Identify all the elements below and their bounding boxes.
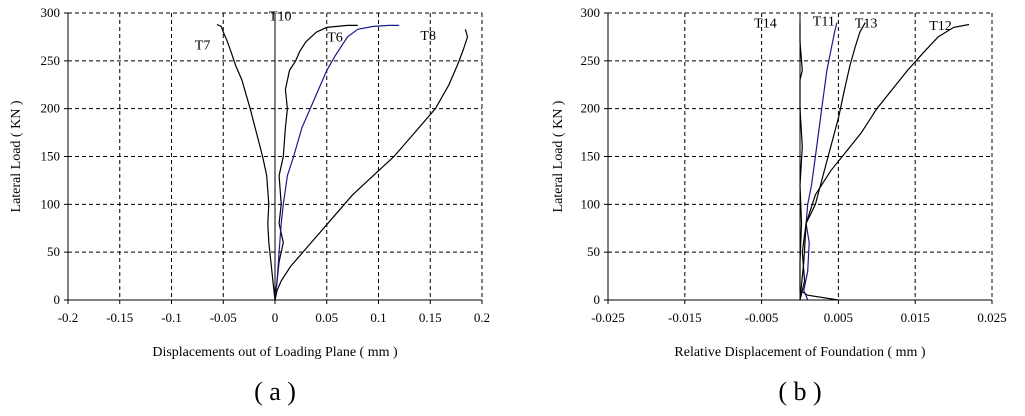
x-axis-label: Displacements out of Loading Plane ( mm … <box>152 345 398 360</box>
y-tick-label: 300 <box>41 5 61 20</box>
x-tick-label: 0.2 <box>474 310 490 325</box>
y-tick-label: 300 <box>581 5 601 20</box>
series-line-t6 <box>274 24 400 301</box>
y-tick-label: 150 <box>581 149 601 164</box>
y-tick-label: 0 <box>594 292 601 307</box>
series-line-t10 <box>274 24 358 301</box>
series-label-t13: T13 <box>855 16 878 31</box>
x-tick-label: -0.15 <box>106 310 133 325</box>
x-tick-label: 0.15 <box>419 310 442 325</box>
series-line-t11 <box>803 22 838 301</box>
x-tick-label: -0.025 <box>591 310 625 325</box>
x-tick-label: -0.015 <box>668 310 702 325</box>
series-label-t8: T8 <box>420 29 436 44</box>
x-tick-label: -0.2 <box>58 310 79 325</box>
series-label-t10: T10 <box>269 10 292 25</box>
x-tick-label: 0 <box>272 310 279 325</box>
y-axis-label: Lateral Load ( KN ) <box>551 100 566 212</box>
y-tick-label: 200 <box>41 101 61 116</box>
y-tick-label: 0 <box>54 292 61 307</box>
y-tick-label: 50 <box>587 244 600 259</box>
x-tick-label: 0.1 <box>370 310 386 325</box>
x-tick-label: 0.025 <box>977 310 1006 325</box>
y-tick-label: 150 <box>41 149 61 164</box>
y-tick-label: 100 <box>581 196 601 211</box>
series-line-t14 <box>799 22 839 301</box>
panel-caption: ( b ) <box>778 377 821 406</box>
series-label-t14: T14 <box>754 16 777 31</box>
x-tick-label: -0.1 <box>161 310 182 325</box>
series-label-t6: T6 <box>327 31 343 46</box>
series-label-t7: T7 <box>195 38 211 53</box>
y-tick-label: 200 <box>581 101 601 116</box>
series-line-t7 <box>216 23 276 301</box>
series-line-t13 <box>799 22 866 301</box>
x-axis-label: Relative Displacement of Foundation ( mm… <box>674 345 926 360</box>
x-tick-label: 0.015 <box>901 310 930 325</box>
series-line-t12 <box>799 23 970 301</box>
chart-panel-a: 0 50 100 150 200 250 300 -0.2 -0.15 -0.1 -0.05 0 0.0… <box>9 5 490 406</box>
y-tick-label: 50 <box>47 244 60 259</box>
series-line-t8 <box>274 29 469 301</box>
y-tick-label: 250 <box>41 53 61 68</box>
x-tick-label: 0.005 <box>824 310 853 325</box>
y-tick-label: 250 <box>581 53 601 68</box>
x-tick-label: -0.005 <box>745 310 779 325</box>
y-tick-label: 100 <box>41 196 61 211</box>
y-axis-label: Lateral Load ( KN ) <box>9 100 24 212</box>
series-label-t12: T12 <box>929 19 952 34</box>
x-tick-label: -0.05 <box>210 310 237 325</box>
panel-caption: ( a ) <box>254 377 296 406</box>
series-label-t11: T11 <box>813 14 835 29</box>
chart-panel-b: 0 50 100 150 200 250 300 -0.025 -0.015 -0.005 0.00… <box>551 5 1007 406</box>
x-tick-label: 0.05 <box>315 310 338 325</box>
